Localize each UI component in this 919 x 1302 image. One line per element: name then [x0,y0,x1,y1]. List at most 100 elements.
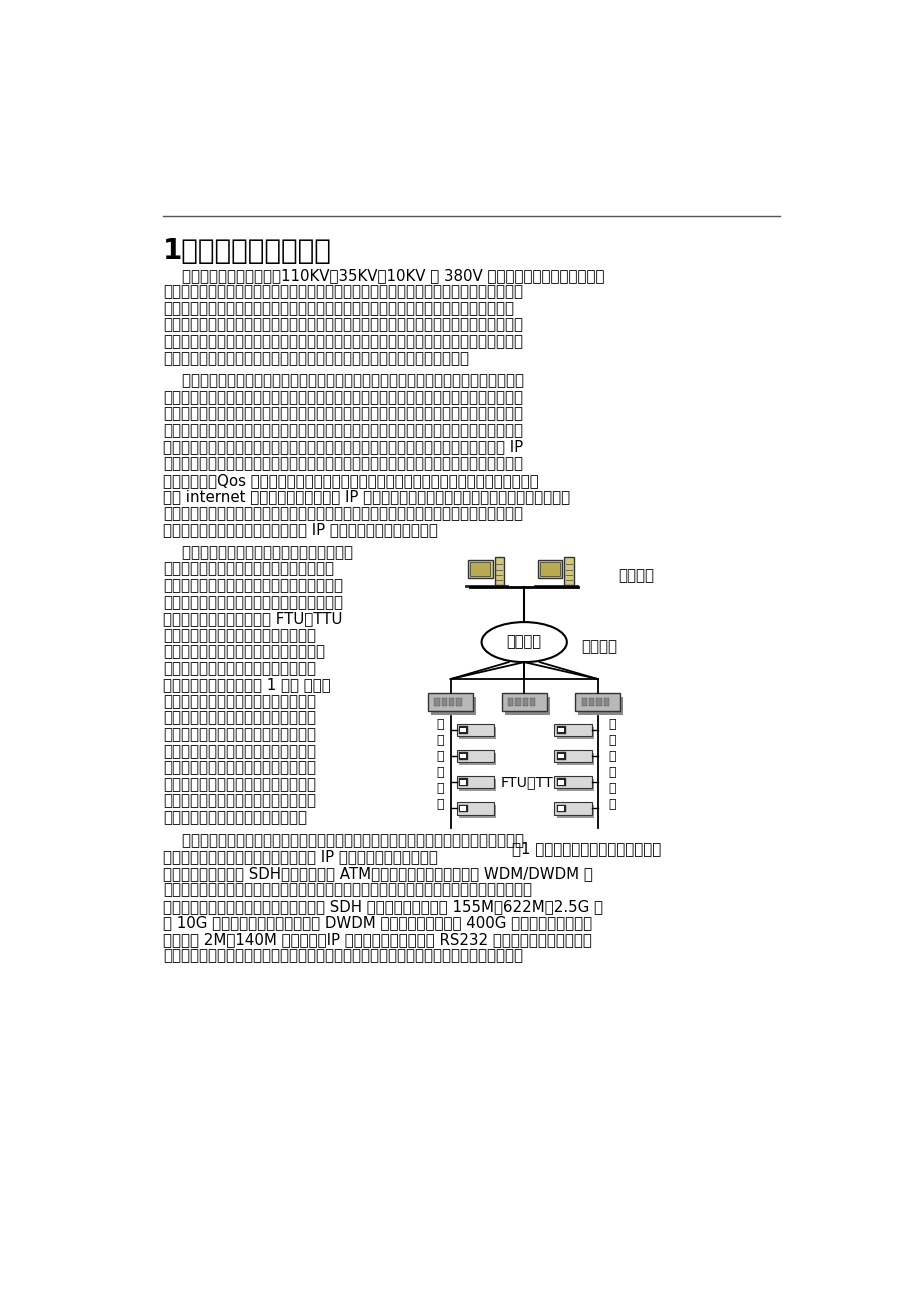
Bar [456,776,494,789]
Bar [501,693,546,711]
Bar [459,753,468,760]
Bar [456,750,494,762]
Bar [556,779,565,786]
Bar [456,698,461,706]
Text: 据图像监控系统也是由设备层的图像先: 据图像监控系统也是由设备层的图像先 [163,694,316,710]
Text: 型的分层分布式网络格局即供用电系统: 型的分层分布式网络格局即供用电系统 [163,760,316,775]
Bar [459,727,468,734]
Ellipse shape [481,622,566,663]
Bar [459,779,468,786]
Bar [557,806,563,811]
Bar [459,806,495,818]
Bar [557,754,563,758]
Text: 供用电系统自动化通信组网方案应立足于日益普及的工业以太网为主。在供用电自动化: 供用电系统自动化通信组网方案应立足于日益普及的工业以太网为主。在供用电自动化 [163,374,524,388]
Text: 其通信组网架构应该首先立足于基于 IP 的工业以太网络基本模式。: 其通信组网架构应该首先立足于基于 IP 的工业以太网络基本模式。 [163,522,437,538]
Bar [505,697,550,715]
Text: 配电子站: 配电子站 [580,639,616,654]
Bar [556,806,594,818]
Text: 低压供用电网的通信节点大多为无人值守或无人值班环境，大多数节点无需像发输电网那样: 低压供用电网的通信节点大多为无人值守或无人值班环境，大多数节点无需像发输电网那样 [163,335,523,349]
Text: 包括基于光同步传输 SDH、光异步转移 ATM、高带宽应用的光波分复用 WDM/DWDM 以: 包括基于光同步传输 SDH、光异步转移 ATM、高带宽应用的光波分复用 WDM/… [163,866,592,880]
Bar [539,562,559,577]
Bar [554,802,591,815]
Bar [529,698,535,706]
Text: 随着 internet 技术的发展，各种基于 IP 应用的设备和工具使得系统建设和维护越来越便利，: 随着 internet 技术的发展，各种基于 IP 应用的设备和工具使得系统建设… [163,490,570,504]
Bar [564,557,573,585]
Text: 终
端
网
络
通
信: 终 端 网 络 通 信 [436,717,443,811]
Text: 供用电工业以太网要满足供用电自动化系统: 供用电工业以太网要满足供用电自动化系统 [163,546,353,560]
Text: 的业务范围和面临的地理环境也各不相同，要实现供用电自动化所需的通信组网拓扑结构: 的业务范围和面临的地理环境也各不相同，要实现供用电自动化所需的通信组网拓扑结构 [163,301,514,316]
Text: 电力系统供用电网主要由110KV、35KV、10KV 和 380V 电网组成，按电压级别从高到: 电力系统供用电网主要由110KV、35KV、10KV 和 380V 电网组成，按… [163,268,604,283]
Bar [470,562,490,577]
Bar [578,697,623,715]
Text: 信节点从属于上级通信节点的格局。: 信节点从属于上级通信节点的格局。 [163,810,307,825]
Bar [427,693,472,711]
Bar [537,560,562,578]
Text: 需要选择 2M～140M 数字接口、IP 接口、音频接口、数字 RS232 接口等不同的接口类型，: 需要选择 2M～140M 数字接口、IP 接口、音频接口、数字 RS232 接口… [163,932,591,947]
Text: 远较发输电网复杂，其单节点所需处理的数据业务种类和数据量又远较发输电网简单，如中: 远较发输电网复杂，其单节点所需处理的数据业务种类和数据量又远较发输电网简单，如中 [163,318,523,332]
Bar [459,779,495,792]
Text: 心然后由网络逐级传送至电网的区域管: 心然后由网络逐级传送至电网的区域管 [163,728,316,742]
Bar [467,560,492,578]
Bar [556,753,594,766]
Text: 为未来的业务拓展和系统升级提供很大的空间，因此在具备光纤通信环境的供用电系统中，: 为未来的业务拓展和系统升级提供很大的空间，因此在具备光纤通信环境的供用电系统中， [163,505,523,521]
Text: 系统先将分散的设备数据由 FTU、TTU: 系统先将分散的设备数据由 FTU、TTU [163,612,342,626]
Text: 通信网络要满足基于自动化系统具有一: 通信网络要满足基于自动化系统具有一 [163,777,316,792]
Bar [556,727,594,740]
Bar [507,698,513,706]
Bar [459,753,495,766]
Bar [460,806,466,811]
Bar [581,698,586,706]
Bar [456,724,494,736]
Bar [554,750,591,762]
Text: 考虑办公业务，因此其通信组网模式与发输电骨干通信网因有着本质的区别。: 考虑办公业务，因此其通信组网模式与发输电骨干通信网因有着本质的区别。 [163,350,469,366]
Bar [557,780,563,785]
Text: 个或多个中心分中心节点需要，下级通: 个或多个中心分中心节点需要，下级通 [163,793,316,809]
Bar [448,698,454,706]
Bar [459,805,468,812]
Text: 终
端
网
络
通
信: 终 端 网 络 通 信 [607,717,615,811]
Bar [574,693,619,711]
Text: 至 10G 的带宽要求，密集波分复用 DWDM 设备带宽更是达到了 400G 的速度，用户可根据: 至 10G 的带宽要求，密集波分复用 DWDM 设备带宽更是达到了 400G 的… [163,915,592,931]
Bar [460,754,466,758]
Bar [556,779,594,792]
Text: 网络通信: 网络通信 [506,634,541,650]
Text: 能否建立一个成本低廉、可靠性高、升级扩展灵活的分层分布网络是光纤局域网能否在: 能否建立一个成本低廉、可靠性高、升级扩展灵活的分层分布网络是光纤局域网能否在 [163,833,524,848]
Bar [431,697,476,715]
Text: 汇集到变电站、配电所的当地监控分中: 汇集到变电站、配电所的当地监控分中 [163,711,316,725]
Bar [515,698,520,706]
Bar [441,698,447,706]
Text: 心主站进行分析处理从而满足配电自动: 心主站进行分析处理从而满足配电自动 [163,661,316,676]
Bar [554,776,591,789]
Text: 可扩展性好、Qos 可靠性高、简单灵活，是目前在大业务数据量和高可靠性应用的首选，且: 可扩展性好、Qos 可靠性高、简单灵活，是目前在大业务数据量和高可靠性应用的首选… [163,473,539,488]
Text: 配电终端采集，然后逐层的传递给变电: 配电终端采集，然后逐层的传递给变电 [163,628,316,643]
Text: 理分中心、调度管理中心等，呈现出典: 理分中心、调度管理中心等，呈现出典 [163,743,316,759]
Bar [556,727,565,734]
Text: 信道分配、系统容错和网络安全模式，如 SDH 可以根据需要实现从 155M、622M、2.5G 甚: 信道分配、系统容错和网络安全模式，如 SDH 可以根据需要实现从 155M、62… [163,898,602,914]
Text: 配电主站: 配电主站 [618,569,654,583]
Text: 一层的流向数据管理中心节点，如配电自动化: 一层的流向数据管理中心节点，如配电自动化 [163,595,343,609]
Text: 站配电子站、配电自动化中心主站，在中: 站配电子站、配电自动化中心主站，在中 [163,644,324,659]
Bar [556,753,565,760]
Text: 供用电网中成功的关键。通过光纤组建 IP 局域网可以有多种办法，: 供用电网中成功的关键。通过光纤组建 IP 局域网可以有多种办法， [163,849,437,865]
Bar [556,805,565,812]
Text: 1、供用电光纤局域网: 1、供用电光纤局域网 [163,237,332,266]
Text: 量音频）等数据业务，数据的传输具有较高的实时性、突发性和可靠性要求，传统的扩频截: 量音频）等数据业务，数据的传输具有较高的实时性、突发性和可靠性要求，传统的扩频截 [163,423,523,437]
Bar [456,802,494,815]
Text: 还可根据组网需要选择多个光通信方向，并在复杂组网结构时具有很好的光纤自愈和光纤交: 还可根据组网需要选择多个光通信方向，并在复杂组网结构时具有很好的光纤自愈和光纤交 [163,949,523,963]
Bar [596,698,601,706]
Text: FTU、TTU: FTU、TTU [501,775,563,789]
Bar [603,698,608,706]
Bar [522,698,528,706]
Text: 化功能实现的需要，如图 1 所示 远程数: 化功能实现的需要，如图 1 所示 远程数 [163,677,331,693]
Bar [554,724,591,736]
Bar [494,557,504,585]
Text: 技术作为承载业务和沟通传输的中间体，具有速度快、容量大、多业务支持能力强的特点，: 技术作为承载业务和沟通传输的中间体，具有速度快、容量大、多业务支持能力强的特点， [163,456,523,471]
Bar [459,727,495,740]
Text: 业务数据流向多为分散的现场自动化数据一层: 业务数据流向多为分散的现场自动化数据一层 [163,578,343,594]
Text: 及光纤局域网。前三种方法可以实现很大带宽的综合业务需要，且具有非常灵活的网络组网、: 及光纤局域网。前三种方法可以实现很大带宽的综合业务需要，且具有非常灵活的网络组网… [163,883,531,897]
Text: 图1 配电自动化系统分层结构示意图: 图1 配电自动化系统分层结构示意图 [512,841,661,857]
Text: 的分层分布式结构需要。供用电自动化系统: 的分层分布式结构需要。供用电自动化系统 [163,561,334,577]
Text: 系统中，通信网络主要服务于电网的生产控制需要，包括变电站自动化数据、微机继电保护: 系统中，通信网络主要服务于电网的生产控制需要，包括变电站自动化数据、微机继电保护 [163,389,523,405]
Bar [460,728,466,732]
Text: 低呈倒树型分布，越是往下分支越多，分布范围广泛，所处地形复杂，各通信节点所需处理: 低呈倒树型分布，越是往下分支越多，分布范围广泛，所处地形复杂，各通信节点所需处理 [163,284,523,299]
